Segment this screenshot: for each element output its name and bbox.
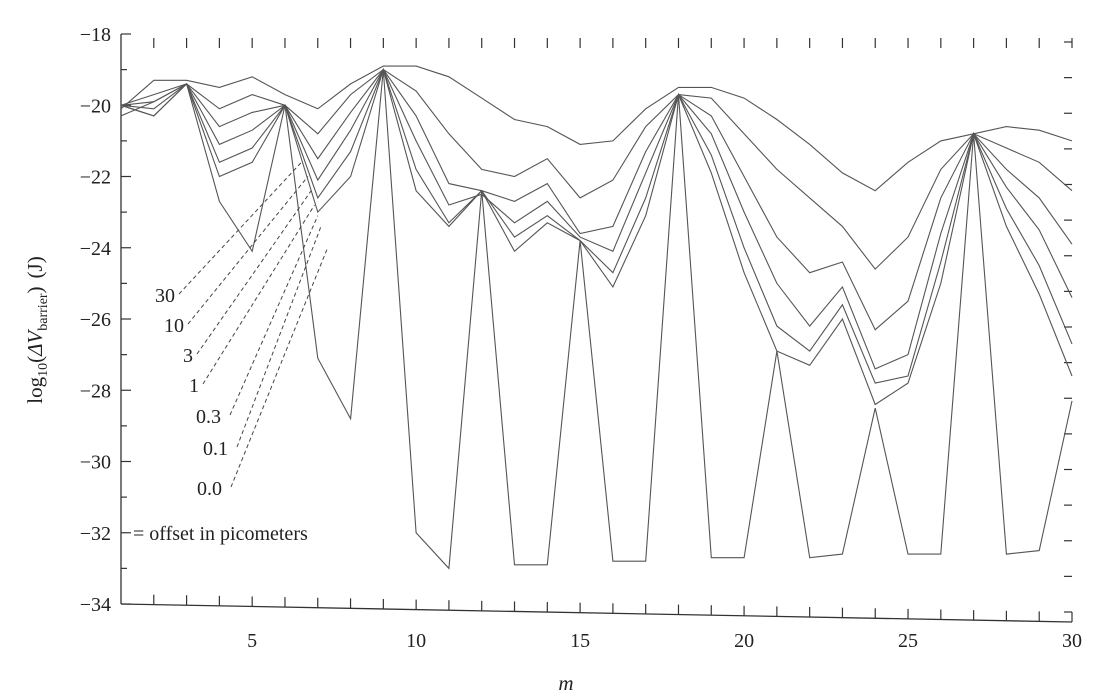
legend-label: 1 (189, 375, 199, 397)
legend-label: 0.0 (197, 478, 222, 500)
x-tick-label: 25 (898, 630, 918, 652)
y-tick-label: −30 (80, 452, 111, 474)
legend-label: 30 (155, 285, 175, 307)
legend-leader-line (236, 226, 322, 448)
x-axis-title: m (558, 671, 573, 695)
x-tick-label: 20 (734, 630, 754, 652)
x-tick-label: 10 (406, 630, 426, 652)
x-tick-label: 15 (570, 630, 590, 652)
legend-leader-lines (178, 161, 329, 488)
legend-leader-line (229, 215, 319, 416)
legend-leader-line (202, 204, 315, 385)
legend-label: 3 (183, 345, 193, 367)
legend-leader-line (230, 247, 329, 488)
y-tick-label: −34 (80, 594, 111, 616)
series-line-5 (120, 67, 1073, 406)
legend-label: 10 (164, 315, 184, 337)
y-tick-label: −28 (80, 380, 111, 402)
x-tick-label: 5 (247, 630, 257, 652)
series-lines (120, 65, 1073, 570)
series-line-6 (120, 69, 1073, 570)
y-tick-label: −20 (80, 95, 111, 117)
series-line-1 (120, 68, 1073, 270)
legend-leader-line (187, 176, 309, 325)
series-line-0 (120, 65, 1073, 192)
legend-label: 0.1 (203, 438, 228, 460)
tick-labels: −18 −20 −22 −24 −26 −28 −30 −32 −34 5 10 15 20 25 30 (80, 24, 1082, 652)
legend: 30 10 3 1 0.3 0.1 0.0 (155, 285, 228, 500)
legend-label: 0.3 (196, 406, 221, 428)
axis-ticks (121, 33, 1073, 622)
legend-leader-line (178, 161, 302, 295)
y-tick-label: −32 (80, 523, 111, 545)
x-axis-line (120, 603, 1073, 623)
legend-leader-line (196, 190, 312, 355)
y-axis-title: log10(ΔVbarrier)(J) (23, 256, 51, 403)
y-tick-label: −22 (80, 167, 111, 189)
series-line-2 (120, 68, 1073, 331)
y-tick-label: −24 (80, 238, 111, 260)
axes (120, 34, 1073, 623)
y-tick-label: −26 (80, 309, 111, 331)
legend-title: = offset in picometers (133, 523, 308, 545)
y-tick-label: −18 (80, 24, 111, 46)
x-tick-label: 30 (1062, 630, 1082, 652)
series-line-3 (120, 68, 1073, 370)
series-line-4 (120, 67, 1073, 384)
